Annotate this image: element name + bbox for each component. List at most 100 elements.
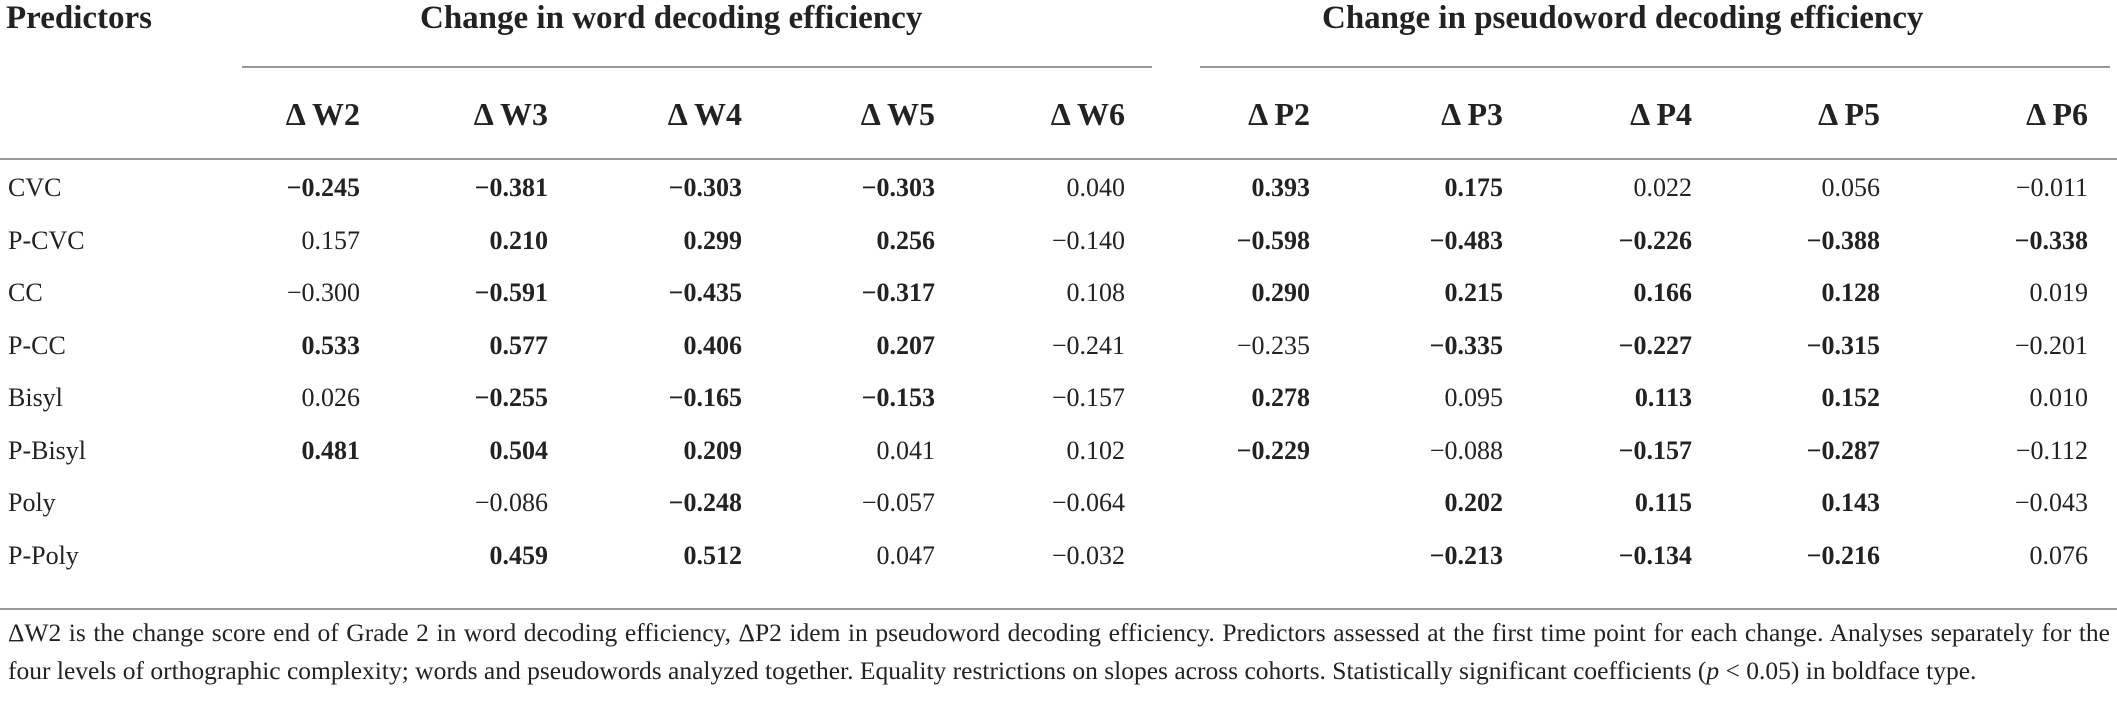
table-cell: 0.207: [876, 330, 936, 360]
table-cell: −0.157: [1051, 383, 1125, 413]
table-cell: −0.303: [861, 173, 935, 203]
table-cell: −0.011: [2015, 173, 2088, 203]
table-row: CC −0.300 −0.591 −0.435 −0.317 0.108 0.290 0.21…: [0, 267, 2088, 320]
row-label: CC: [8, 278, 43, 308]
pseudoword-efficiency-group-header: Change in pseudoword decoding efficiency: [1322, 0, 1924, 36]
column-header-p6: Δ P6: [2026, 96, 2088, 132]
table-cell: 0.022: [1633, 173, 1693, 203]
table-cell: 0.215: [1444, 278, 1504, 308]
table-cell: −0.086: [474, 488, 548, 518]
table-cell: 0.010: [2029, 383, 2089, 413]
footnote-text-1: ΔW2 is the change score end of Grade 2 i…: [8, 618, 2110, 685]
row-label: P-Bisyl: [8, 435, 87, 465]
table-cell: 0.278: [1251, 383, 1311, 413]
column-header-w3: Δ W3: [473, 96, 548, 132]
table-cell: 0.481: [301, 435, 361, 465]
table-cell: −0.057: [861, 488, 935, 518]
table-cell: 0.175: [1444, 173, 1504, 203]
column-header-p2: Δ P2: [1248, 96, 1310, 132]
predictors-header: Predictors: [6, 0, 153, 36]
table-cell: 0.166: [1633, 278, 1693, 308]
table-cell: −0.201: [2014, 330, 2088, 360]
table-cell: −0.134: [1618, 540, 1692, 570]
table-cell: −0.032: [1051, 540, 1125, 570]
table-cell: [108, 477, 360, 530]
table-row: P-Poly 0.459 0.512 0.047 −0.032 −0.213 −0.134 −…: [0, 530, 2088, 583]
table-cell: 0.533: [301, 330, 361, 360]
table-cell: 0.026: [301, 383, 361, 413]
table-cell: 0.095: [1444, 383, 1504, 413]
table-cell: −0.388: [1806, 225, 1880, 255]
column-header-p3: Δ P3: [1441, 96, 1503, 132]
table-cell: 0.128: [1821, 278, 1881, 308]
table-cell: 0.290: [1251, 278, 1311, 308]
row-label: CVC: [8, 173, 62, 203]
table-cell: −0.317: [861, 278, 935, 308]
coefficients-table: CVC −0.245 −0.381 −0.303 −0.303 0.040 0.393 0.1…: [0, 162, 2088, 582]
table-cell: 0.115: [1634, 488, 1692, 518]
column-header-p5: Δ P5: [1818, 96, 1880, 132]
table-cell: [108, 530, 360, 583]
column-header-w6: Δ W6: [1050, 96, 1125, 132]
table-cell: 0.577: [489, 330, 549, 360]
table-cell: 0.041: [876, 435, 936, 465]
table-cell: −0.300: [286, 278, 360, 308]
table-cell: −0.287: [1806, 435, 1880, 465]
row-label: P-CVC: [8, 225, 85, 255]
table-cell: −0.088: [1429, 435, 1503, 465]
header-bottom-rule: [0, 158, 2117, 160]
column-header-w4: Δ W4: [667, 96, 742, 132]
column-header-w2: Δ W2: [285, 96, 360, 132]
footnote-text-2: < 0.05) in boldface type.: [1719, 656, 1977, 685]
table-bottom-rule: [0, 608, 2117, 610]
table-cell: −0.153: [861, 383, 935, 413]
table-cell: 0.019: [2029, 278, 2089, 308]
table-cell: −0.591: [474, 278, 548, 308]
word-efficiency-group-header: Change in word decoding efficiency: [420, 0, 923, 36]
table-cell: 0.143: [1821, 488, 1881, 518]
table-cell: 0.406: [683, 330, 743, 360]
table-cell: −0.335: [1429, 330, 1503, 360]
table-cell: −0.381: [474, 173, 548, 203]
table-cell: −0.303: [668, 173, 742, 203]
table-cell: 0.108: [1066, 278, 1126, 308]
table-cell: [1125, 530, 1310, 583]
table-cell: [1125, 477, 1310, 530]
row-label: P-CC: [8, 330, 66, 360]
table-cell: −0.226: [1618, 225, 1692, 255]
table-cell: −0.112: [2015, 435, 2088, 465]
table-cell: −0.248: [668, 488, 742, 518]
row-label: Poly: [8, 488, 56, 518]
table-cell: 0.512: [683, 540, 743, 570]
table-cell: −0.255: [474, 383, 548, 413]
table-row: P-CC 0.533 0.577 0.406 0.207 −0.241 −0.235 −0.3…: [0, 320, 2088, 373]
table-row: P-Bisyl 0.481 0.504 0.209 0.041 0.102 −0.229 −0…: [0, 425, 2088, 478]
table-cell: 0.040: [1066, 173, 1126, 203]
table-cell: 0.152: [1821, 383, 1881, 413]
pseudoword-group-underline: [1200, 66, 2110, 68]
table-cell: −0.064: [1051, 488, 1125, 518]
table-cell: −0.216: [1806, 540, 1880, 570]
table-row: Bisyl 0.026 −0.255 −0.165 −0.153 −0.157 0.278 0…: [0, 372, 2088, 425]
footnote-p-symbol: p: [1706, 656, 1720, 685]
table-cell: −0.227: [1618, 330, 1692, 360]
table-cell: −0.241: [1051, 330, 1125, 360]
table-cell: −0.315: [1806, 330, 1880, 360]
table-cell: 0.047: [876, 540, 936, 570]
column-header-w5: Δ W5: [860, 96, 935, 132]
table-cell: −0.245: [286, 173, 360, 203]
table-cell: −0.338: [2014, 225, 2088, 255]
table-cell: 0.113: [1634, 383, 1692, 413]
table-cell: 0.056: [1821, 173, 1881, 203]
table-cell: −0.165: [668, 383, 742, 413]
table-row: CVC −0.245 −0.381 −0.303 −0.303 0.040 0.393 0.1…: [0, 162, 2088, 215]
table-cell: 0.256: [876, 225, 936, 255]
table-cell: 0.209: [683, 435, 743, 465]
word-group-underline: [242, 66, 1152, 68]
table-cell: −0.229: [1236, 435, 1310, 465]
column-header-p4: Δ P4: [1630, 96, 1692, 132]
table-cell: 0.102: [1066, 435, 1126, 465]
table-row: P-CVC 0.157 0.210 0.299 0.256 −0.140 −0.598 −0.…: [0, 215, 2088, 268]
table-cell: 0.210: [489, 225, 549, 255]
table-cell: −0.235: [1236, 330, 1310, 360]
